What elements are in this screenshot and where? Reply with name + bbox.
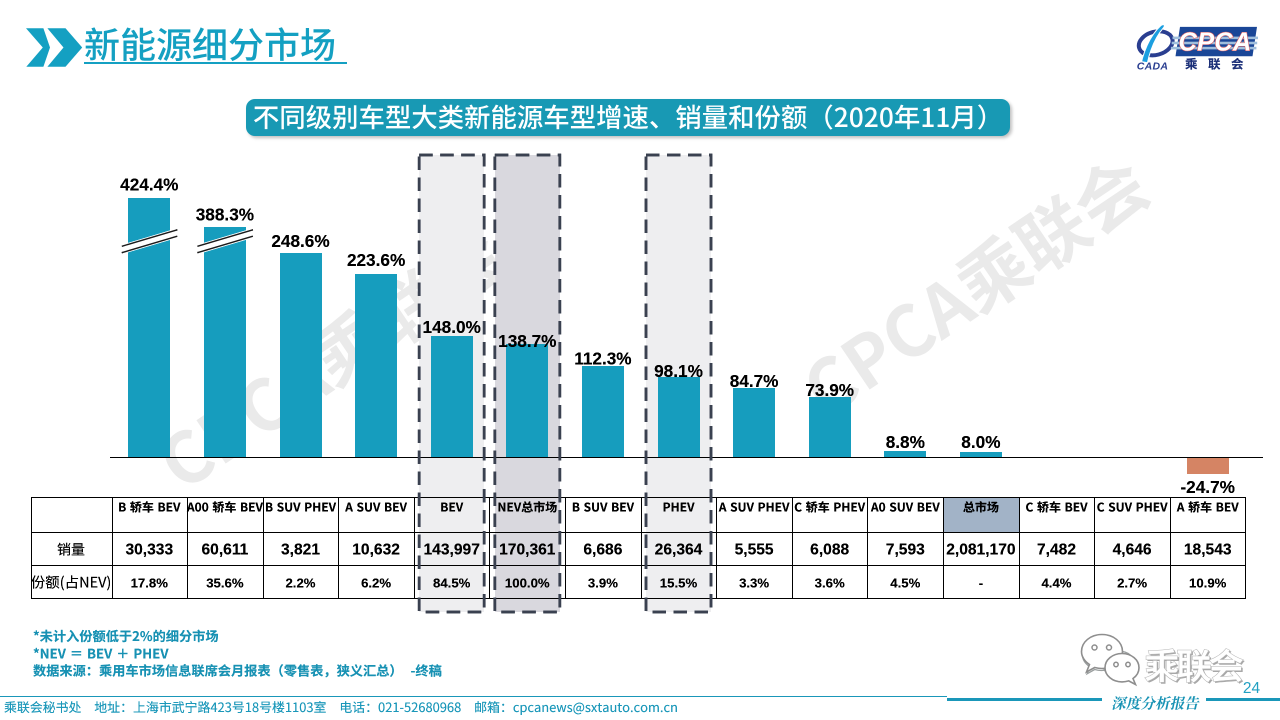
svg-text:3.6%: 3.6%	[815, 576, 845, 591]
svg-text:4.5%: 4.5%	[890, 576, 920, 591]
svg-text:18,543: 18,543	[1184, 542, 1232, 559]
svg-text:2,081,170: 2,081,170	[946, 542, 1016, 559]
svg-text:248.6%: 248.6%	[271, 231, 329, 251]
svg-text:223.6%: 223.6%	[347, 250, 405, 270]
svg-text:35.6%: 35.6%	[206, 576, 244, 591]
svg-text:15.5%: 15.5%	[660, 576, 698, 591]
svg-text:CADA: CADA	[1137, 61, 1169, 73]
svg-text:7,482: 7,482	[1037, 542, 1076, 559]
svg-text:3,821: 3,821	[281, 542, 320, 559]
svg-text:8.8%: 8.8%	[886, 432, 925, 452]
svg-text:148.0%: 148.0%	[423, 317, 481, 337]
svg-text:30,333: 30,333	[125, 542, 173, 559]
svg-text:6.2%: 6.2%	[361, 576, 391, 591]
svg-text:8.0%: 8.0%	[961, 432, 1000, 452]
svg-text:18,543: 18,543	[1184, 542, 1232, 559]
svg-text:143,997: 143,997	[424, 542, 480, 559]
svg-text:223.6%: 223.6%	[347, 250, 405, 270]
svg-text:4.4%: 4.4%	[1041, 576, 1071, 591]
svg-text:-: -	[979, 576, 983, 591]
svg-text:17.8%: 17.8%	[131, 576, 169, 591]
svg-text:-24.7%: -24.7%	[1180, 477, 1234, 497]
svg-text:424.4%: 424.4%	[120, 175, 178, 195]
svg-text:10.9%: 10.9%	[1189, 576, 1227, 591]
svg-text:2.2%: 2.2%	[285, 576, 315, 591]
svg-text:26,364: 26,364	[655, 542, 703, 559]
svg-text:6,686: 6,686	[583, 542, 622, 559]
svg-text:170,361: 170,361	[499, 542, 556, 559]
svg-text:8.0%: 8.0%	[961, 432, 1000, 452]
svg-text:8.8%: 8.8%	[886, 432, 925, 452]
svg-text:10,632: 10,632	[352, 542, 400, 559]
svg-text:7,482: 7,482	[1037, 542, 1076, 559]
svg-text:3.9%: 3.9%	[588, 576, 618, 591]
svg-text:84.5%: 84.5%	[433, 576, 471, 591]
svg-text:15.5%: 15.5%	[660, 576, 698, 591]
svg-text:6,686: 6,686	[583, 542, 622, 559]
svg-text:2,081,170: 2,081,170	[946, 542, 1016, 559]
svg-text:-24.7%: -24.7%	[1180, 477, 1234, 497]
svg-text:5,555: 5,555	[735, 542, 774, 559]
svg-text:100.0%: 100.0%	[505, 576, 550, 591]
svg-text:6.2%: 6.2%	[361, 576, 391, 591]
svg-text:10,632: 10,632	[352, 542, 400, 559]
svg-text:4,646: 4,646	[1113, 542, 1152, 559]
svg-text:143,997: 143,997	[424, 542, 480, 559]
svg-text:5,555: 5,555	[735, 542, 774, 559]
svg-text:35.6%: 35.6%	[206, 576, 244, 591]
svg-text:424.4%: 424.4%	[120, 175, 178, 195]
svg-text:2.7%: 2.7%	[1117, 576, 1147, 591]
svg-text:3.6%: 3.6%	[815, 576, 845, 591]
svg-text:26,364: 26,364	[655, 542, 703, 559]
svg-text:3.3%: 3.3%	[739, 576, 769, 591]
svg-text:388.3%: 388.3%	[196, 205, 254, 225]
svg-text:6,088: 6,088	[810, 542, 849, 559]
svg-text:10.9%: 10.9%	[1189, 576, 1227, 591]
svg-text:84.7%: 84.7%	[730, 371, 779, 391]
svg-text:3,821: 3,821	[281, 542, 320, 559]
svg-text:248.6%: 248.6%	[271, 231, 329, 251]
svg-text:98.1%: 98.1%	[654, 361, 703, 381]
svg-text:7,593: 7,593	[886, 542, 925, 559]
svg-text:6,088: 6,088	[810, 542, 849, 559]
svg-text:112.3%: 112.3%	[574, 349, 631, 369]
svg-text:148.0%: 148.0%	[423, 317, 481, 337]
svg-text:98.1%: 98.1%	[654, 361, 703, 381]
svg-text:388.3%: 388.3%	[196, 205, 254, 225]
svg-text:138.7%: 138.7%	[498, 331, 556, 351]
svg-text:CPCA: CPCA	[1178, 29, 1251, 57]
svg-text:30,333: 30,333	[125, 542, 173, 559]
svg-text:24: 24	[1243, 680, 1261, 697]
svg-text:2.7%: 2.7%	[1117, 576, 1147, 591]
svg-text:60,611: 60,611	[201, 542, 248, 559]
svg-text:3.3%: 3.3%	[739, 576, 769, 591]
svg-text:4.5%: 4.5%	[890, 576, 920, 591]
svg-text:4.4%: 4.4%	[1041, 576, 1071, 591]
svg-text:4,646: 4,646	[1113, 542, 1152, 559]
svg-text:100.0%: 100.0%	[505, 576, 550, 591]
svg-text:112.3%: 112.3%	[574, 349, 631, 369]
svg-text:138.7%: 138.7%	[498, 331, 556, 351]
svg-text:7,593: 7,593	[886, 542, 925, 559]
svg-text:2.2%: 2.2%	[285, 576, 315, 591]
svg-text:84.7%: 84.7%	[730, 371, 779, 391]
svg-text:17.8%: 17.8%	[131, 576, 169, 591]
svg-text:73.9%: 73.9%	[805, 380, 854, 400]
svg-text:84.5%: 84.5%	[433, 576, 471, 591]
svg-text:3.9%: 3.9%	[588, 576, 618, 591]
svg-text:60,611: 60,611	[201, 542, 248, 559]
svg-text:-: -	[979, 576, 983, 591]
svg-text:73.9%: 73.9%	[805, 380, 854, 400]
svg-text:170,361: 170,361	[499, 542, 556, 559]
